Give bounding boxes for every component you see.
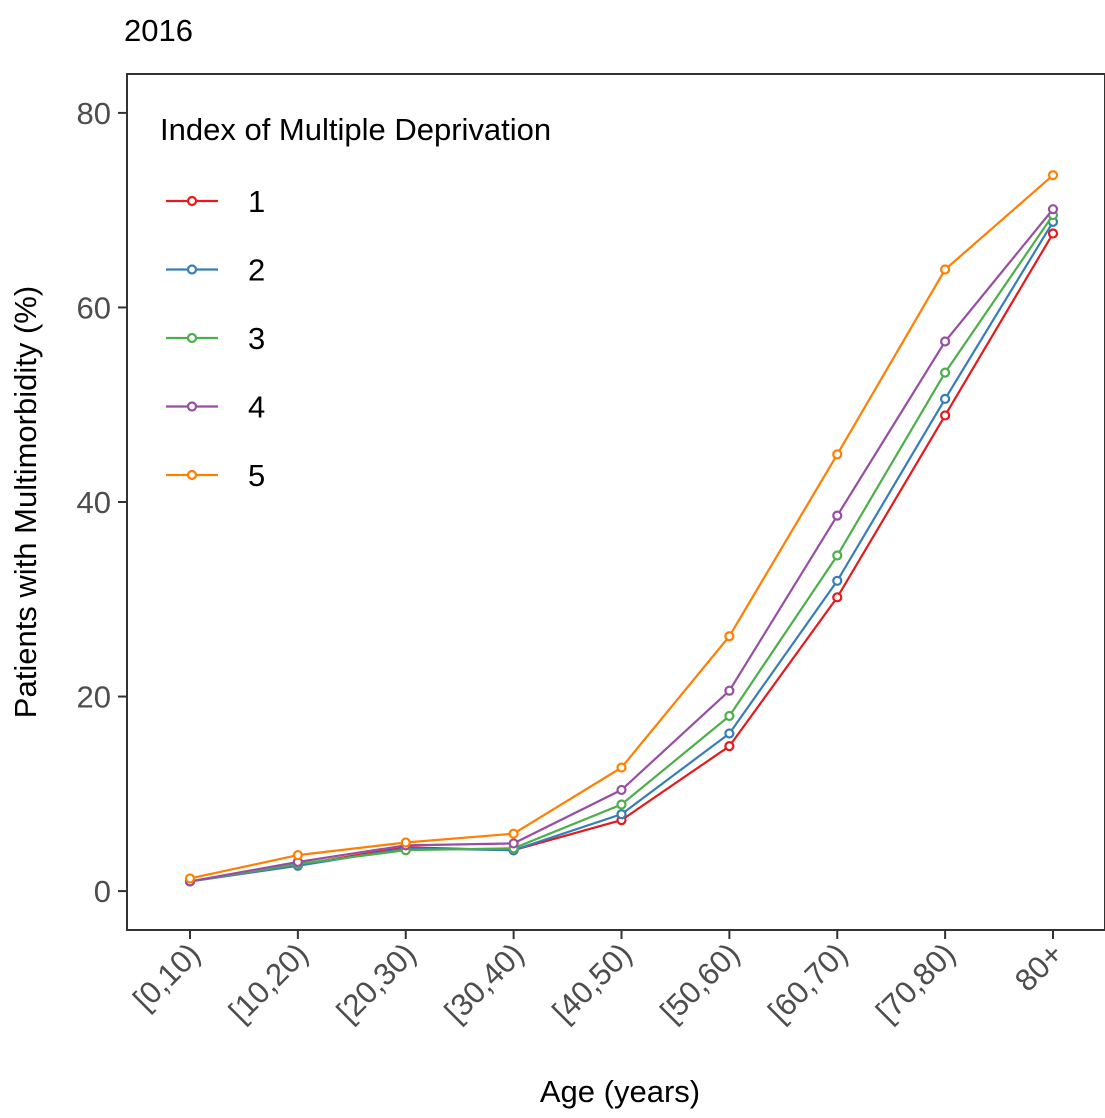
data-point xyxy=(616,784,627,796)
legend-item: 4 xyxy=(166,390,265,425)
x-tick-label: 80+ xyxy=(1008,936,1070,998)
legend-key-point xyxy=(186,332,198,344)
data-point xyxy=(724,728,735,739)
data-point xyxy=(508,838,519,849)
data-point xyxy=(1047,228,1059,239)
data-point xyxy=(184,873,196,884)
data-point xyxy=(724,631,735,642)
data-point xyxy=(940,393,951,404)
data-point xyxy=(832,510,843,521)
data-point xyxy=(616,762,627,773)
x-tick-label: [40,50) xyxy=(545,936,638,1029)
legend-key-point xyxy=(186,264,198,275)
legend-key-point xyxy=(186,469,198,481)
data-point xyxy=(724,710,735,722)
y-tick-label: 20 xyxy=(77,680,111,715)
data-point xyxy=(832,449,843,460)
data-point xyxy=(1047,170,1059,181)
x-tick-label: [30,40) xyxy=(438,936,531,1029)
y-tick-label: 80 xyxy=(77,96,111,131)
series-4 xyxy=(184,204,1059,887)
legend: Index of Multiple Deprivation 1 2 3 4 5 xyxy=(160,112,551,493)
legend-label: 1 xyxy=(248,184,265,219)
x-tick-label: [70,80) xyxy=(869,936,962,1029)
y-tick-label: 0 xyxy=(94,874,111,909)
data-point xyxy=(616,809,627,820)
data-point xyxy=(724,741,735,752)
y-tick-label: 40 xyxy=(77,485,111,520)
legend-item: 3 xyxy=(166,321,265,356)
legend-key-point xyxy=(186,401,198,412)
data-point xyxy=(832,575,843,586)
data-point xyxy=(292,849,303,861)
series-layer xyxy=(184,170,1059,887)
x-tick-label: [20,30) xyxy=(330,936,423,1029)
x-axis-title: Age (years) xyxy=(540,1074,700,1109)
data-point xyxy=(616,799,627,810)
data-point xyxy=(940,336,951,347)
data-point xyxy=(1047,204,1059,215)
data-point xyxy=(940,367,951,378)
data-point xyxy=(832,550,843,561)
legend-item: 5 xyxy=(166,458,265,493)
plot-panel xyxy=(126,73,1105,931)
data-point xyxy=(940,410,951,421)
data-point xyxy=(400,837,411,848)
x-tick-label: [50,60) xyxy=(653,936,746,1029)
legend-label: 2 xyxy=(248,253,265,288)
legend-key-point xyxy=(186,195,198,207)
data-point xyxy=(940,264,951,275)
data-point xyxy=(724,685,735,696)
legend-label: 3 xyxy=(248,321,265,356)
data-point xyxy=(508,828,519,839)
x-tick-label: [0,10) xyxy=(126,936,207,1017)
x-axis: [0,10) [10,20) [20,30) [30,40) [40,50) [50,60… xyxy=(126,930,1070,1029)
y-tick-label: 60 xyxy=(77,290,111,325)
legend-label: 4 xyxy=(248,390,265,425)
data-point xyxy=(832,592,843,603)
legend-label: 5 xyxy=(248,458,265,493)
series-5 xyxy=(184,170,1059,884)
legend-item: 1 xyxy=(166,184,265,219)
y-axis-title: Patients with Multimorbidity (%) xyxy=(8,286,43,718)
legend-item: 2 xyxy=(166,253,265,288)
chart-title: 2016 xyxy=(124,13,193,48)
y-axis: 0 20 40 60 80 xyxy=(77,96,127,909)
x-tick-label: [10,20) xyxy=(222,936,315,1029)
legend-title: Index of Multiple Deprivation xyxy=(160,112,551,147)
x-tick-label: [60,70) xyxy=(761,936,854,1029)
